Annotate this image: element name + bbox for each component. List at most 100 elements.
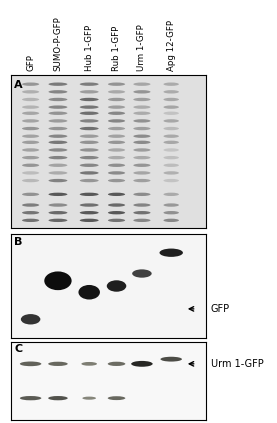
Ellipse shape (48, 192, 67, 196)
Ellipse shape (80, 135, 99, 138)
Ellipse shape (22, 119, 39, 123)
Ellipse shape (80, 90, 99, 93)
Ellipse shape (108, 164, 125, 167)
Ellipse shape (107, 280, 126, 292)
Ellipse shape (108, 90, 125, 93)
Ellipse shape (163, 140, 179, 144)
Ellipse shape (133, 127, 150, 130)
Ellipse shape (80, 192, 99, 196)
Ellipse shape (163, 127, 179, 130)
Ellipse shape (21, 314, 40, 324)
Ellipse shape (108, 362, 125, 366)
Text: GFP: GFP (26, 54, 35, 71)
Ellipse shape (22, 164, 39, 167)
Ellipse shape (80, 119, 99, 123)
Ellipse shape (22, 179, 39, 182)
Ellipse shape (163, 219, 179, 222)
Text: Urm 1-GFP: Urm 1-GFP (137, 24, 147, 71)
Ellipse shape (22, 82, 39, 86)
Text: GFP: GFP (211, 304, 230, 314)
Ellipse shape (81, 362, 97, 366)
Ellipse shape (48, 396, 68, 400)
Ellipse shape (22, 192, 39, 196)
Ellipse shape (163, 164, 179, 167)
Ellipse shape (22, 140, 39, 144)
Ellipse shape (108, 119, 125, 123)
Ellipse shape (22, 171, 39, 175)
Ellipse shape (133, 219, 150, 222)
Ellipse shape (80, 82, 99, 86)
Ellipse shape (44, 272, 72, 290)
Ellipse shape (22, 135, 39, 138)
Ellipse shape (108, 211, 125, 214)
Ellipse shape (163, 211, 179, 214)
Ellipse shape (133, 203, 150, 207)
Ellipse shape (80, 127, 99, 130)
Ellipse shape (48, 82, 67, 86)
Ellipse shape (133, 148, 150, 152)
Ellipse shape (108, 112, 125, 115)
Ellipse shape (22, 127, 39, 130)
Text: Urm 1-GFP: Urm 1-GFP (211, 359, 263, 369)
Ellipse shape (133, 171, 150, 175)
Ellipse shape (48, 98, 67, 101)
Ellipse shape (108, 98, 125, 101)
Text: C: C (14, 344, 22, 354)
Ellipse shape (80, 148, 99, 152)
Ellipse shape (22, 105, 39, 109)
Ellipse shape (133, 211, 150, 214)
Ellipse shape (80, 140, 99, 144)
Ellipse shape (22, 211, 39, 214)
Ellipse shape (20, 362, 41, 366)
Ellipse shape (163, 82, 179, 86)
Ellipse shape (22, 148, 39, 152)
Ellipse shape (108, 396, 125, 400)
Ellipse shape (48, 156, 67, 159)
Ellipse shape (22, 203, 39, 207)
Text: A: A (14, 80, 23, 90)
Ellipse shape (82, 397, 96, 400)
Ellipse shape (80, 156, 99, 159)
Ellipse shape (48, 105, 67, 109)
Ellipse shape (48, 171, 67, 175)
Ellipse shape (80, 171, 99, 175)
Ellipse shape (48, 135, 67, 138)
Ellipse shape (160, 357, 182, 362)
Ellipse shape (108, 219, 125, 222)
Text: Rub 1-GFP: Rub 1-GFP (112, 25, 121, 71)
Ellipse shape (133, 105, 150, 109)
Ellipse shape (48, 203, 67, 207)
Ellipse shape (20, 396, 41, 400)
Text: Apg 12-GFP: Apg 12-GFP (167, 19, 176, 71)
Ellipse shape (108, 82, 125, 86)
Ellipse shape (133, 98, 150, 101)
Ellipse shape (80, 164, 99, 167)
Ellipse shape (163, 179, 179, 182)
Ellipse shape (80, 211, 99, 214)
Text: SUMO-P-GFP: SUMO-P-GFP (53, 16, 62, 71)
Ellipse shape (80, 98, 99, 101)
Ellipse shape (48, 211, 67, 214)
Ellipse shape (133, 112, 150, 115)
Ellipse shape (133, 135, 150, 138)
Ellipse shape (48, 148, 67, 152)
Ellipse shape (163, 98, 179, 101)
Ellipse shape (108, 156, 125, 159)
Ellipse shape (48, 179, 67, 182)
Ellipse shape (132, 269, 152, 277)
Ellipse shape (48, 362, 68, 366)
Ellipse shape (108, 171, 125, 175)
Ellipse shape (48, 164, 67, 167)
Ellipse shape (133, 119, 150, 123)
Ellipse shape (108, 140, 125, 144)
Text: B: B (14, 237, 22, 247)
Ellipse shape (22, 90, 39, 93)
Ellipse shape (108, 148, 125, 152)
Ellipse shape (80, 105, 99, 109)
Ellipse shape (163, 119, 179, 123)
Text: Hub 1-GFP: Hub 1-GFP (85, 25, 94, 71)
Ellipse shape (48, 112, 67, 115)
Ellipse shape (108, 203, 125, 207)
Ellipse shape (163, 156, 179, 159)
Ellipse shape (48, 127, 67, 130)
